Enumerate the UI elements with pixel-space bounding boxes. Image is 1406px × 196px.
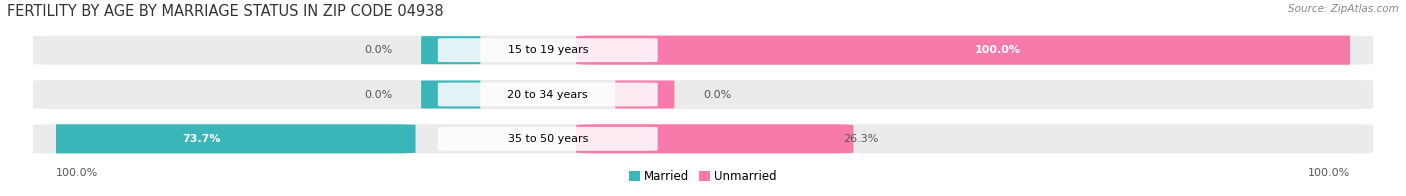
Text: 100.0%: 100.0%	[974, 45, 1021, 55]
Text: Source: ZipAtlas.com: Source: ZipAtlas.com	[1288, 4, 1399, 14]
Text: 20 to 34 years: 20 to 34 years	[508, 90, 588, 100]
Text: 100.0%: 100.0%	[1308, 168, 1350, 178]
Text: 0.0%: 0.0%	[364, 45, 392, 55]
FancyBboxPatch shape	[616, 81, 675, 108]
Text: 15 to 19 years: 15 to 19 years	[508, 45, 588, 55]
Text: FERTILITY BY AGE BY MARRIAGE STATUS IN ZIP CODE 04938: FERTILITY BY AGE BY MARRIAGE STATUS IN Z…	[7, 4, 444, 19]
FancyBboxPatch shape	[422, 81, 481, 108]
FancyBboxPatch shape	[576, 36, 1374, 65]
FancyBboxPatch shape	[32, 36, 1374, 65]
FancyBboxPatch shape	[437, 127, 658, 151]
FancyBboxPatch shape	[32, 124, 1374, 153]
FancyBboxPatch shape	[576, 124, 853, 153]
Text: 0.0%: 0.0%	[703, 90, 731, 100]
Text: 26.3%: 26.3%	[844, 134, 879, 144]
Text: 35 to 50 years: 35 to 50 years	[508, 134, 588, 144]
Text: 0.0%: 0.0%	[364, 90, 392, 100]
FancyBboxPatch shape	[437, 38, 658, 62]
FancyBboxPatch shape	[32, 124, 416, 153]
Text: 73.7%: 73.7%	[183, 134, 221, 144]
FancyBboxPatch shape	[422, 36, 481, 64]
Legend: Married, Unmarried: Married, Unmarried	[624, 165, 782, 188]
Text: 100.0%: 100.0%	[56, 168, 98, 178]
FancyBboxPatch shape	[32, 80, 1374, 109]
FancyBboxPatch shape	[437, 83, 658, 106]
